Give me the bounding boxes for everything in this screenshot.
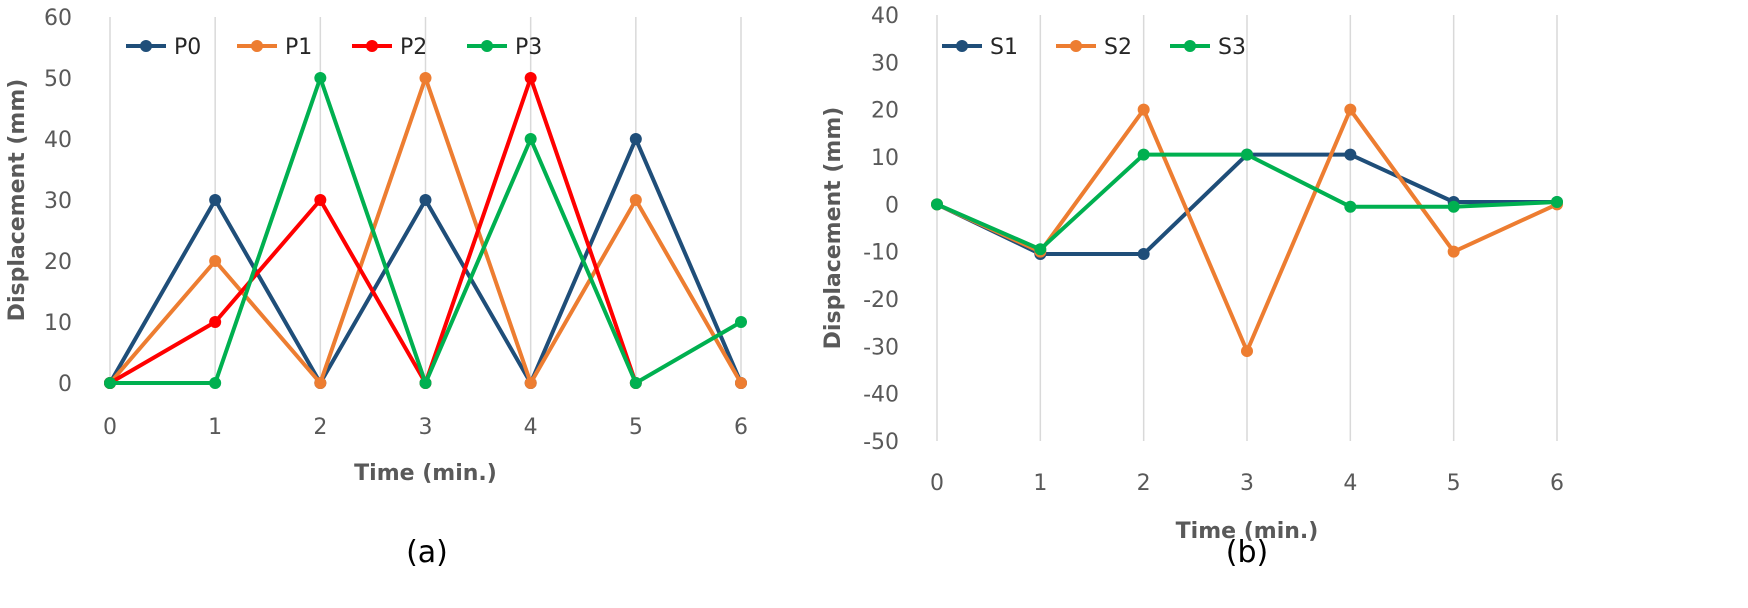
data-point <box>524 377 537 389</box>
legend-item-p3: P3 <box>467 35 542 60</box>
y-axis-title: Displacement (mm) <box>5 79 30 322</box>
legend: P0 P1 P2 P3 <box>126 35 542 60</box>
data-point <box>629 194 642 206</box>
y-tick-label: 10 <box>871 146 899 171</box>
y-tick-label: 30 <box>44 189 72 214</box>
data-point <box>629 133 642 145</box>
series-line-p2 <box>108 76 638 385</box>
legend: S1 S2 S3 <box>942 35 1246 60</box>
x-axis-title: Time (min.) <box>354 461 497 486</box>
y-tick-label: 10 <box>44 311 72 336</box>
y-tick-label: -40 <box>863 383 899 408</box>
data-point <box>314 377 327 389</box>
y-tick-label: 30 <box>871 51 899 76</box>
data-point <box>1137 103 1150 116</box>
y-tick-label: 40 <box>871 4 899 29</box>
data-point <box>1137 148 1150 161</box>
x-tick-label: 5 <box>1447 471 1461 496</box>
legend-marker <box>481 40 493 52</box>
legend-item-p0: P0 <box>126 35 201 60</box>
data-point <box>524 72 537 84</box>
data-point <box>1447 200 1460 213</box>
data-point <box>1241 148 1253 161</box>
data-point <box>209 377 222 389</box>
legend-item-s3: S3 <box>1170 35 1246 60</box>
x-tick-label: 5 <box>629 415 643 440</box>
y-tick-label: -10 <box>863 241 899 266</box>
y-axis-title: Displacement (mm) <box>821 107 846 350</box>
y-tick-label: 20 <box>871 99 899 124</box>
chart-b: -50 -40 -30 -20 -10 0 10 20 30 40 0 1 2 3 4 5 6 Time (min… <box>821 4 1564 570</box>
legend-marker <box>366 40 378 52</box>
data-point <box>1241 345 1253 358</box>
data-point <box>419 72 432 84</box>
legend-label: P2 <box>400 35 427 60</box>
y-tick-label: -30 <box>863 335 899 360</box>
y-tick-label: 20 <box>44 250 72 275</box>
x-tick-label: 6 <box>1550 471 1564 496</box>
x-axis-title: Time (min.) <box>1176 519 1319 544</box>
x-tick-label: 2 <box>313 415 327 440</box>
x-tick-label: 3 <box>1240 471 1254 496</box>
data-point <box>931 198 943 211</box>
y-tick-label: 40 <box>44 128 72 153</box>
data-point <box>1344 148 1357 161</box>
data-point <box>314 72 327 84</box>
x-tick-label: 0 <box>103 415 117 440</box>
panel-label: (b) <box>1226 535 1268 570</box>
panel-label: (a) <box>406 535 448 570</box>
x-tick-label: 1 <box>208 415 222 440</box>
data-point <box>104 377 116 389</box>
legend-label: S2 <box>1104 35 1132 60</box>
chart-a: 0 10 20 30 40 50 60 0 1 2 3 4 5 6 Time (min.) Displacem… <box>5 6 748 570</box>
legend-marker <box>1184 40 1196 52</box>
data-point <box>735 377 747 389</box>
x-tick-label: 4 <box>1343 471 1357 496</box>
legend-item-s1: S1 <box>942 35 1018 60</box>
data-point <box>629 377 642 389</box>
data-point <box>1034 243 1047 256</box>
y-tick-label: 50 <box>44 67 72 92</box>
x-tick-label: 2 <box>1137 471 1151 496</box>
legend-marker <box>956 40 968 52</box>
legend-label: S1 <box>990 35 1018 60</box>
data-point <box>1344 103 1357 116</box>
legend-item-p2: P2 <box>352 35 427 60</box>
x-tick-label: 0 <box>930 471 944 496</box>
y-tick-label: 0 <box>58 372 72 397</box>
legend-label: P1 <box>285 35 312 60</box>
y-tick-label: -20 <box>863 288 899 313</box>
data-point <box>735 316 747 328</box>
legend-marker <box>251 40 263 52</box>
x-tick-label: 6 <box>734 415 748 440</box>
x-tick-label: 1 <box>1033 471 1047 496</box>
legend-label: P3 <box>515 35 542 60</box>
y-tick-label: 0 <box>885 193 899 218</box>
data-point <box>419 377 432 389</box>
x-tick-label: 3 <box>419 415 433 440</box>
data-point <box>1447 245 1460 258</box>
data-point <box>1344 200 1357 213</box>
data-point <box>209 316 222 328</box>
legend-label: P0 <box>174 35 201 60</box>
legend-item-s2: S2 <box>1056 35 1132 60</box>
y-tick-label: 60 <box>44 6 72 31</box>
series-p3 <box>104 72 747 389</box>
x-tick-label: 4 <box>524 415 538 440</box>
y-tick-label: -50 <box>863 430 899 455</box>
legend-marker <box>1070 40 1082 52</box>
legend-marker <box>140 40 152 52</box>
legend-item-p1: P1 <box>237 35 312 60</box>
data-point <box>1137 248 1150 261</box>
legend-label: S3 <box>1218 35 1246 60</box>
data-point <box>209 194 222 206</box>
data-point <box>1551 195 1563 208</box>
series-s3 <box>931 148 1563 256</box>
data-point <box>419 194 432 206</box>
data-point <box>209 255 222 267</box>
data-point <box>524 133 537 145</box>
data-point <box>314 194 327 206</box>
